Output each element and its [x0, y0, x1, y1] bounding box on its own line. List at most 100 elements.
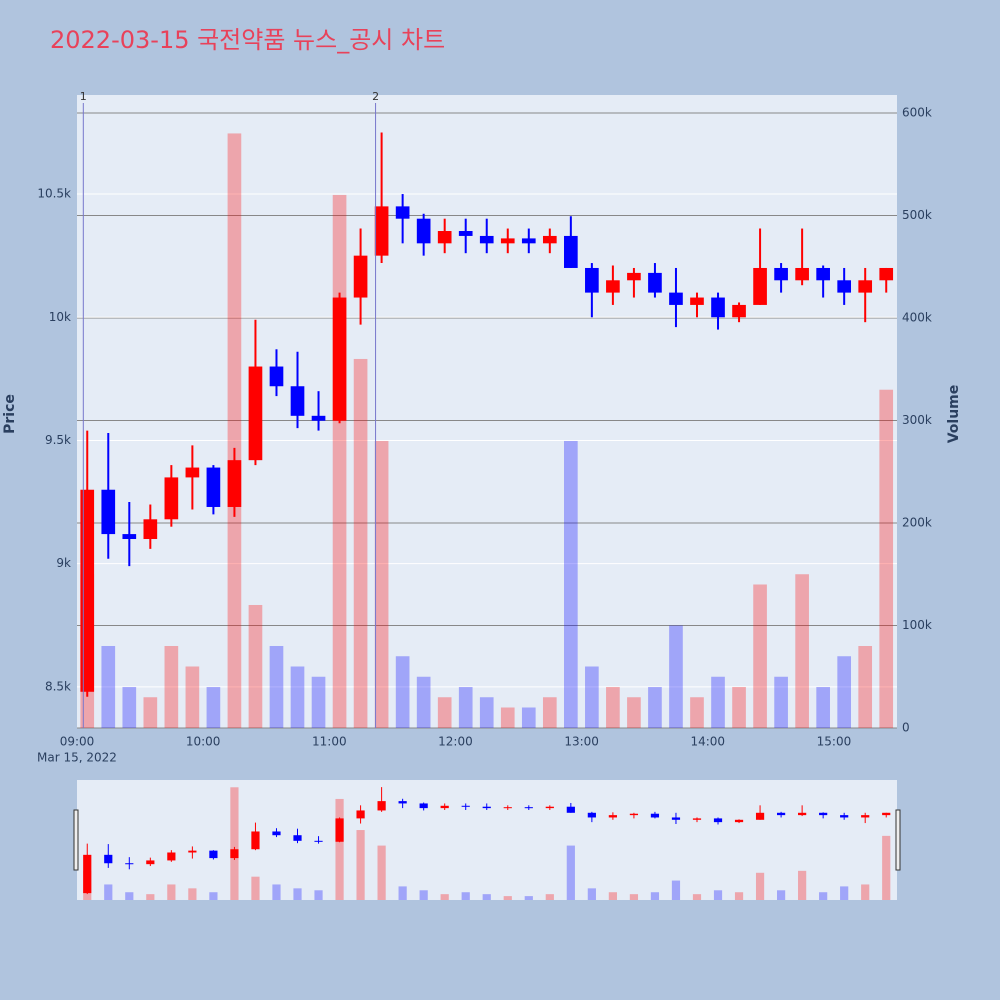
mini-candle-body: [587, 812, 596, 818]
volume-bar: [395, 656, 410, 728]
x-sublabel: Mar 15, 2022: [37, 751, 117, 765]
candle-body: [374, 206, 389, 256]
mini-candle-body: [608, 815, 617, 818]
mini-volume-bar: [608, 892, 617, 900]
y-tick-label: 9k: [56, 556, 71, 570]
candle-body: [143, 519, 158, 540]
candle-body: [711, 297, 725, 318]
mini-volume-bar: [272, 884, 281, 900]
volume-bar: [206, 686, 221, 728]
volume-bar: [648, 686, 662, 728]
mini-candle-body: [840, 815, 849, 818]
mini-candle-body: [755, 812, 765, 820]
candle-body: [227, 460, 242, 507]
mini-candle-body: [882, 812, 891, 816]
mini-candle-body: [146, 860, 155, 865]
volume-bar: [858, 645, 873, 728]
y2-tick-label: 300k: [902, 413, 932, 427]
mini-volume-bar: [419, 890, 428, 900]
mini-candle-body: [819, 812, 828, 816]
mini-candle-body: [314, 840, 323, 842]
x-tick-label: 13:00: [564, 735, 599, 749]
mini-volume-bar: [755, 872, 765, 900]
volume-bar: [521, 707, 536, 728]
candle-body: [627, 272, 641, 281]
mini-candle-body: [377, 801, 386, 811]
mini-volume-bar: [314, 890, 323, 900]
x-tick-label: 15:00: [817, 735, 852, 749]
volume-bar: [564, 440, 578, 728]
mini-volume-bar: [734, 892, 744, 900]
mini-candle-body: [629, 813, 639, 816]
volume-bar: [711, 676, 725, 728]
mini-candle-body: [713, 818, 723, 823]
mini-volume-bar: [587, 888, 596, 900]
annotation-label: 1: [80, 90, 87, 103]
mini-volume-bar: [524, 896, 533, 900]
mini-volume-bar: [293, 888, 302, 900]
mini-volume-bar: [440, 894, 449, 900]
volume-bar: [879, 389, 894, 728]
mini-candle-body: [650, 813, 660, 818]
candle-body: [732, 304, 746, 318]
candle-body: [458, 231, 473, 236]
mini-candle-body: [167, 852, 176, 861]
volume-bar: [416, 676, 431, 728]
candle-body: [542, 235, 557, 244]
candle-body: [80, 489, 95, 692]
y2-tick-label: 0: [902, 721, 910, 735]
mini-candle-body: [104, 854, 113, 864]
mini-volume-bar: [566, 845, 575, 900]
volume-bar: [290, 666, 305, 728]
candle-body: [858, 280, 873, 293]
volume-bar: [837, 656, 852, 728]
mini-volume-bar: [503, 896, 512, 900]
mini-volume-bar: [230, 787, 239, 900]
mini-candle-body: [251, 831, 260, 850]
mini-candle-body: [272, 831, 281, 836]
mini-candle-body: [861, 815, 870, 818]
y2-tick-label: 200k: [902, 515, 932, 529]
candle-body: [564, 235, 578, 268]
volume-bar: [248, 604, 263, 728]
mini-volume-bar: [251, 876, 260, 900]
candle-body: [500, 238, 515, 244]
mini-candle-body: [734, 819, 744, 823]
mini-candle-body: [545, 806, 554, 809]
volume-bar: [606, 686, 620, 728]
mini-candle-body: [440, 805, 449, 809]
mini-volume-bar: [398, 886, 407, 900]
mini-candle-body: [188, 850, 197, 853]
mini-volume-bar: [545, 894, 554, 900]
x-tick-label: 12:00: [438, 735, 473, 749]
x-tick-label: 10:00: [186, 735, 221, 749]
y-tick-label: 10k: [49, 310, 71, 324]
volume-bar: [437, 697, 452, 728]
candle-body: [585, 267, 599, 293]
rangeslider[interactable]: [77, 780, 897, 900]
volume-bar: [732, 686, 746, 728]
mini-volume-bar: [629, 894, 639, 900]
y2-tick-label: 100k: [902, 618, 932, 632]
volume-bar: [542, 697, 557, 728]
mini-candle-body: [398, 801, 407, 804]
candle-body: [101, 489, 116, 535]
volume-bar: [669, 625, 683, 728]
mini-volume-bar: [671, 880, 681, 900]
plot-area: [77, 95, 897, 728]
candle-body: [753, 267, 767, 305]
candle-body: [521, 238, 536, 244]
mini-candle-body: [125, 863, 134, 865]
mini-candle-body: [356, 810, 365, 819]
mini-volume-bar: [713, 890, 723, 900]
volume-bar: [479, 697, 494, 728]
volume-bar: [269, 645, 284, 728]
mini-volume-bar: [819, 892, 828, 900]
candle-body: [269, 366, 284, 387]
mini-volume-bar: [188, 888, 197, 900]
x-tick-label: 11:00: [312, 735, 347, 749]
mini-candle-body: [566, 806, 575, 813]
volume-bar: [627, 697, 641, 728]
candle-body: [879, 267, 894, 281]
